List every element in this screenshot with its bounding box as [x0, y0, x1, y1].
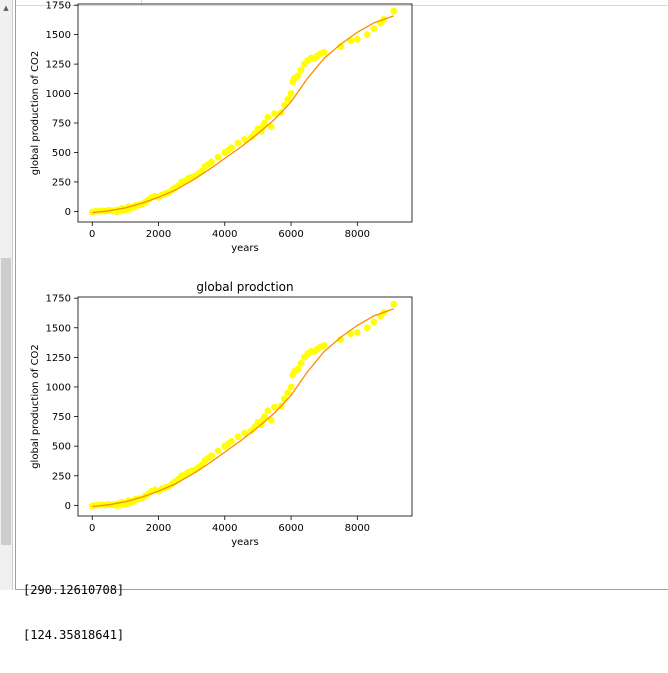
- console-line-1: [290.12610708]: [23, 583, 125, 597]
- data-point: [228, 438, 235, 445]
- x-tick-label: 0: [89, 523, 95, 534]
- data-point: [261, 413, 268, 420]
- x-tick-label: 4000: [212, 523, 237, 534]
- data-point: [241, 136, 249, 143]
- data-point: [390, 300, 398, 308]
- data-point: [287, 383, 295, 391]
- chart-1-fit-line: [92, 15, 395, 214]
- data-point: [241, 429, 249, 437]
- data-point: [320, 48, 328, 56]
- data-point: [287, 90, 295, 97]
- data-point: [297, 359, 305, 367]
- data-point: [363, 324, 371, 332]
- data-point: [208, 158, 215, 166]
- previous-output-strip: [16, 0, 668, 6]
- data-point: [284, 389, 292, 397]
- console-output: [290.12610708] [124.35818641]: [23, 553, 124, 673]
- x-tick-label: 2000: [146, 523, 171, 534]
- chart-1-x-axis-label: years: [231, 243, 259, 254]
- data-point: [353, 35, 361, 43]
- data-point: [284, 96, 292, 103]
- data-point: [390, 7, 398, 15]
- y-tick-label: 750: [52, 119, 71, 130]
- data-point: [297, 66, 305, 74]
- x-tick-label: 6000: [278, 523, 303, 534]
- data-point: [214, 153, 222, 161]
- y-tick-label: 500: [52, 442, 71, 453]
- data-point: [363, 31, 371, 39]
- y-tick-label: 750: [52, 412, 71, 423]
- console-line-2: [124.35818641]: [23, 628, 125, 642]
- data-point: [234, 139, 242, 147]
- chart-1-points: [88, 7, 398, 216]
- y-tick-label: 1500: [46, 323, 71, 334]
- chart-2-fit-line: [92, 308, 395, 508]
- data-point: [208, 452, 215, 460]
- x-tick-label: 4000: [212, 229, 237, 240]
- x-tick-label: 6000: [278, 229, 303, 240]
- scrollbar-thumb[interactable]: [1, 258, 11, 545]
- data-point: [214, 447, 222, 455]
- data-point: [267, 416, 275, 424]
- chart-2-y-axis-label: global production of CO2: [30, 344, 41, 469]
- y-tick-label: 1000: [46, 382, 71, 393]
- y-tick-label: 1000: [46, 89, 71, 100]
- data-point: [294, 365, 302, 373]
- chart-2-frame: [77, 296, 413, 517]
- chart-1-frame: [77, 3, 413, 223]
- x-tick-label: 8000: [345, 523, 370, 534]
- data-point: [228, 144, 235, 152]
- data-point: [264, 113, 272, 121]
- divider: [141, 0, 142, 6]
- data-point: [261, 119, 268, 127]
- x-tick-label: 8000: [345, 229, 370, 240]
- y-tick-label: 1750: [46, 1, 71, 12]
- y-tick-label: 1500: [46, 30, 71, 41]
- x-tick-label: 2000: [146, 229, 171, 240]
- cell-output-area: 0 2000 4000 6000 8000 0 250 500 750 1000 1250 1500 1…: [15, 0, 668, 642]
- data-point: [271, 403, 278, 411]
- chart-2-points: [88, 300, 398, 510]
- data-point: [234, 433, 242, 441]
- chart-1: 0 2000 4000 6000 8000 0 250 500 750 1000 1250 1500 1…: [30, 1, 413, 254]
- x-tick-label: 0: [89, 229, 95, 240]
- data-point: [370, 318, 378, 326]
- data-point: [370, 25, 378, 33]
- chart-2: global prodction 0 2000 4000 6000 8000 0 250 500…: [30, 280, 413, 548]
- y-tick-label: 1250: [46, 353, 71, 364]
- y-tick-label: 1250: [46, 60, 71, 71]
- data-point: [294, 72, 302, 80]
- data-point: [337, 43, 345, 50]
- chart-2-title: global prodction: [196, 280, 293, 294]
- data-point: [267, 123, 275, 130]
- chart-1-y-axis-label: global production of CO2: [30, 51, 41, 176]
- y-tick-label: 0: [65, 207, 71, 218]
- y-tick-label: 0: [65, 501, 71, 512]
- y-tick-label: 250: [52, 177, 71, 188]
- vertical-scrollbar[interactable]: ▲: [0, 0, 13, 590]
- data-point: [320, 342, 328, 349]
- y-tick-label: 1750: [46, 294, 71, 305]
- y-tick-label: 500: [52, 148, 71, 159]
- data-point: [281, 101, 288, 109]
- data-point: [264, 407, 272, 415]
- data-point: [281, 395, 288, 403]
- chart-2-x-axis-label: years: [231, 537, 259, 548]
- scroll-up-button[interactable]: ▲: [0, 0, 12, 15]
- y-tick-label: 250: [52, 471, 71, 482]
- data-point: [353, 329, 361, 336]
- chevron-up-icon: ▲: [3, 3, 9, 12]
- data-point: [271, 110, 278, 117]
